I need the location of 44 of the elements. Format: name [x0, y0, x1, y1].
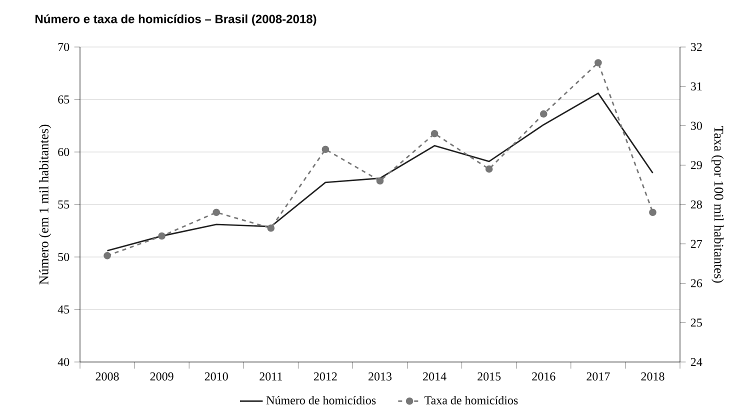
y-tick-label: 70	[58, 42, 70, 52]
y2-tick-label: 28	[690, 200, 702, 209]
x-tick-label: 2015	[478, 372, 501, 381]
x-tick-label: 2012	[314, 372, 337, 381]
y2-tick-label: 25	[690, 318, 702, 327]
point	[322, 146, 330, 154]
point	[485, 165, 493, 173]
point	[267, 224, 275, 232]
x-tick-label: 2010	[204, 372, 228, 381]
y-tick-label: 45	[58, 305, 70, 314]
x-tick-label: 2013	[368, 372, 392, 381]
y-axis-title: Número (em 1 mil habitantes)	[38, 124, 52, 284]
legend-label: Taxa de homicídios	[424, 396, 518, 404]
y-tick-label: 40	[58, 358, 70, 366]
x-tick-label: 2017	[586, 372, 610, 381]
y2-tick-label: 29	[690, 161, 702, 170]
y2-tick-label: 30	[690, 122, 702, 130]
point	[104, 252, 111, 260]
point	[376, 177, 384, 185]
y-tick-label: 60	[58, 148, 70, 156]
x-tick-label: 2016	[532, 372, 556, 381]
y2-tick-label: 27	[690, 240, 702, 248]
point	[212, 208, 220, 216]
point	[540, 110, 548, 118]
y-tick-label: 65	[58, 95, 70, 104]
x-tick-label: 2008	[96, 372, 119, 381]
point	[158, 232, 166, 240]
point	[649, 208, 656, 216]
y2-tick-label: 32	[690, 42, 702, 52]
x-tick-label: 2009	[150, 372, 174, 381]
y2-tick-label: 24	[690, 358, 702, 366]
point	[430, 130, 438, 138]
x-tick-label: 2018	[641, 372, 664, 381]
y2-axis-title: Taxa (por 100 mil habitantes)	[712, 126, 724, 283]
line-series	[106, 92, 654, 252]
x-tick-label: 2011	[260, 372, 282, 381]
point	[594, 59, 602, 66]
y-tick-label: 50	[58, 252, 70, 262]
y2-tick-label: 26	[690, 279, 702, 288]
y2-tick-label: 31	[690, 82, 702, 90]
chart-title: Número e taxa de homicídios – Brasil (2008-2018)	[36, 14, 316, 26]
legend-label: Número de homicídios	[266, 396, 376, 404]
x-tick-label: 2014	[423, 372, 446, 381]
y-tick-label: 55	[58, 200, 70, 208]
